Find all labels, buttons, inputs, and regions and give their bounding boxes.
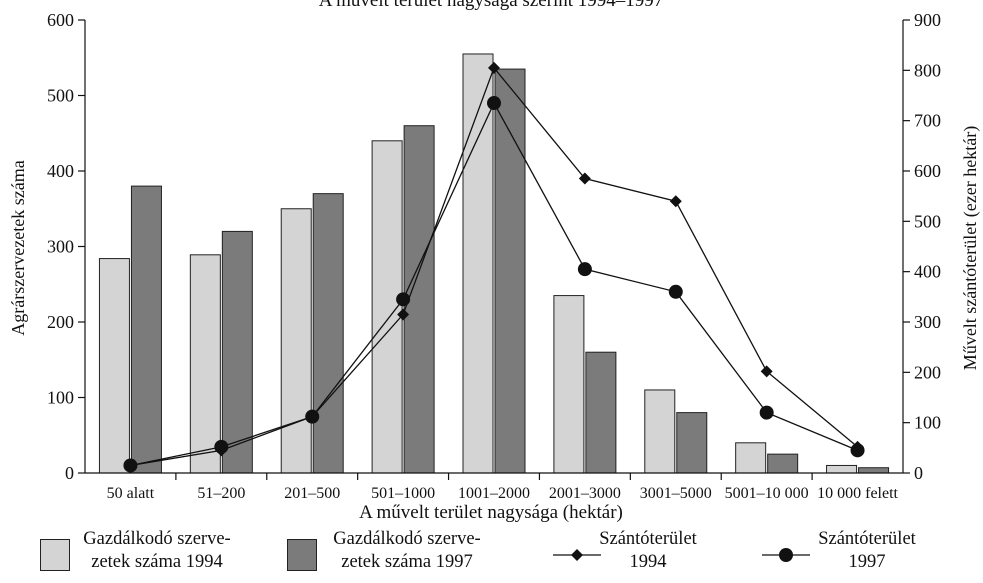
point-diamond-6 [669,195,682,208]
y-right-tick-label-6: 600 [914,161,941,181]
legend-item-bars-1997: Gazdálkodó szerve- zetek száma 1997 [287,528,517,583]
y-left-tick-label-5: 500 [47,86,74,106]
x-tick-label-2: 201–500 [284,485,340,502]
point-diamond-4 [488,61,500,74]
y-right-tick-label-3: 300 [914,312,941,332]
y-axis-left-label: Agrárszervezetek száma [8,160,28,335]
point-circle-8 [850,443,865,458]
lines-group [123,61,865,473]
bar-1994-7 [735,442,767,474]
bar-1997-6 [676,412,708,474]
chart-title: A művelt terület nagysága szerint 1994–1… [319,0,664,11]
y-axis-right-label: Művelt szántóterület (ezer hektár) [960,126,981,370]
bar-1994-2 [280,208,312,474]
x-tick-label-1: 51–200 [197,485,245,502]
legend-label-bars-1997: Gazdálkodó szerve- zetek száma 1997 [333,529,481,572]
x-tick-label-7: 5001–10 000 [725,485,809,502]
bar-1994-5 [553,295,585,474]
axes-group: 0 100 200 300 400 500 600 0 100 200 300 400 500 600 70… [47,10,941,502]
legend-swatch-1997 [287,539,317,571]
y-left-tick-label-0: 0 [65,463,74,483]
legend-item-bars-1994: Gazdálkodó szerve- zetek száma 1994 [40,528,270,583]
point-circle-6 [668,284,683,299]
bar-1994-6 [644,389,676,474]
y-left-tick-label-2: 200 [47,312,74,332]
bar-1994-8 [826,464,858,474]
combo-chart: A művelt terület nagysága szerint 1994–1… [8,0,981,523]
bar-1997-8 [858,467,890,474]
point-diamond-5 [578,172,591,185]
x-tick-label-4: 1001–2000 [458,485,530,502]
legend-item-line-1994: Szántóterület 1994 [553,528,763,583]
y-left-tick-label-4: 400 [47,161,74,181]
point-circle-2 [305,409,320,424]
x-tick-label-8: 10 000 felett [817,485,898,502]
legend-label-line-1994: Szántóterület 1994 [599,529,697,572]
bar-1997-0 [130,185,162,474]
circle-line-icon [762,548,810,562]
y-right-tick-label-8: 800 [914,60,941,80]
bar-1997-2 [312,193,344,474]
y-right-tick-label-0: 0 [914,463,923,483]
point-diamond-3 [397,308,410,321]
legend-swatch-1994 [40,539,70,571]
point-circle-5 [577,262,592,277]
point-circle-4 [487,96,501,111]
y-left-tick-label-3: 300 [47,237,74,257]
bar-1994-0 [98,258,130,474]
point-circle-3 [396,292,411,307]
point-circle-0 [123,458,138,473]
bar-1994-1 [189,254,221,474]
bar-1997-5 [585,351,617,474]
y-right-tick-label-4: 400 [914,262,941,282]
y-right-tick-label-9: 900 [914,10,941,30]
y-right-tick-label-5: 500 [914,211,941,231]
bar-1997-7 [767,453,799,474]
legend-item-line-1997: Szántóterület 1997 [762,528,977,583]
legend-label-line-1997: Szántóterület 1997 [818,529,916,572]
x-tick-label-0: 50 alatt [107,485,155,502]
y-right-tick-label-7: 700 [914,111,941,131]
point-diamond-7 [760,365,773,378]
bar-1997-1 [221,230,253,474]
y-right-tick-label-2: 200 [914,362,941,382]
legend-label-bars-1994: Gazdálkodó szerve- zetek száma 1994 [83,529,231,572]
x-axis-label: A művelt terület nagysága (hektár) [359,502,623,523]
legend: Gazdálkodó szerve- zetek száma 1994 Gazd… [0,528,983,583]
bar-1994-4 [462,53,494,474]
bar-1997-4 [494,68,526,474]
point-circle-7 [759,405,774,420]
x-tick-label-6: 3001–5000 [640,485,712,502]
bars-group [98,53,890,474]
diamond-line-icon [553,549,601,561]
y-left-tick-label-6: 600 [47,10,74,30]
x-tick-label-3: 501–1000 [371,485,435,502]
x-tick-label-5: 2001–3000 [549,485,621,502]
point-circle-1 [214,439,229,454]
y-right-tick-label-1: 100 [914,413,941,433]
y-left-tick-label-1: 100 [47,388,74,408]
